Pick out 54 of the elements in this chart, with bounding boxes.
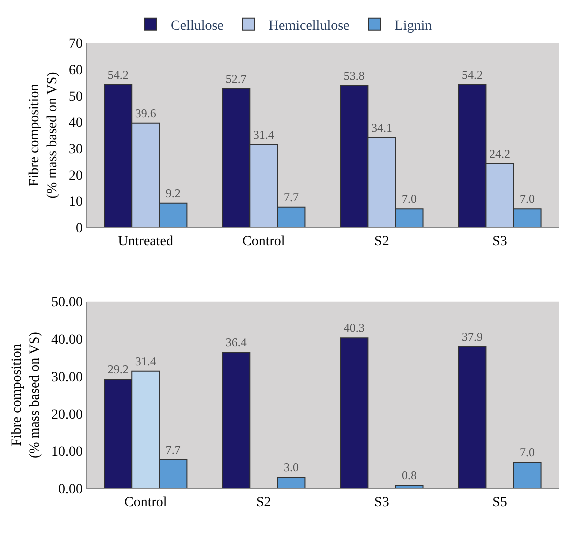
y-tick-label: 60: [69, 64, 84, 79]
y-tick-label: 50.00: [52, 296, 84, 311]
bar: [222, 352, 251, 489]
data-label: 37.9: [462, 330, 483, 344]
legend-label: Hemicellulose: [268, 18, 350, 34]
bar: [513, 462, 542, 489]
x-tick-label: Control: [124, 496, 168, 511]
data-label: 40.3: [344, 321, 365, 336]
y-tick-label: 0.00: [58, 482, 84, 498]
y-tick-label: 30: [69, 142, 84, 158]
data-label: 7.0: [402, 192, 417, 206]
x-tick-label: S2: [256, 496, 272, 511]
data-label: 7.7: [166, 442, 181, 457]
data-label: 31.4: [253, 128, 274, 142]
legend-label: Lignin: [394, 18, 432, 34]
data-label: 24.2: [489, 146, 510, 161]
data-label: 53.8: [344, 68, 365, 83]
data-label: 36.4: [226, 336, 247, 350]
data-label: 34.1: [371, 120, 392, 135]
data-label: 52.7: [226, 72, 247, 86]
y-tick-label: 20.00: [52, 408, 84, 423]
data-label: 31.4: [135, 354, 156, 368]
x-tick-label: S5: [492, 496, 508, 511]
x-tick-label: S2: [374, 234, 390, 250]
data-label: 7.0: [520, 446, 536, 460]
y-tick-label: 30.00: [52, 370, 84, 386]
y-tick-label: 40.00: [52, 333, 84, 348]
x-tick-label: Control: [242, 234, 286, 250]
bar: [277, 477, 306, 489]
x-tick-label: S3: [492, 234, 508, 250]
data-label: 29.2: [108, 362, 129, 377]
data-label: 54.2: [108, 68, 129, 82]
y-tick-label: 20: [69, 168, 84, 184]
y-tick-label: 40: [69, 116, 84, 132]
data-label: 39.6: [135, 106, 156, 120]
data-label: 3.0: [284, 460, 299, 475]
x-tick-label: S3: [374, 496, 390, 511]
data-label: 7.7: [284, 190, 299, 204]
bar: [395, 485, 424, 489]
data-label: 7.0: [520, 192, 536, 206]
data-label: 54.2: [462, 68, 483, 82]
y-axis-title: Fibre composition (% mass based on VS): [10, 332, 44, 459]
y-axis-title: Fibre composition (% mass based on VS): [27, 72, 61, 199]
y-tick-label: 0: [76, 222, 84, 236]
y-tick-label: 10.00: [52, 445, 84, 460]
data-label: 9.2: [166, 186, 181, 200]
bar: [340, 338, 369, 489]
legend-label: Cellulose: [171, 18, 224, 34]
y-tick-label: 10: [69, 195, 84, 210]
y-tick-label: 50: [69, 90, 84, 105]
bar: [458, 346, 487, 489]
x-tick-label: Untreated: [118, 234, 174, 250]
data-label: 0.8: [402, 468, 417, 483]
y-tick-label: 70: [69, 37, 84, 52]
